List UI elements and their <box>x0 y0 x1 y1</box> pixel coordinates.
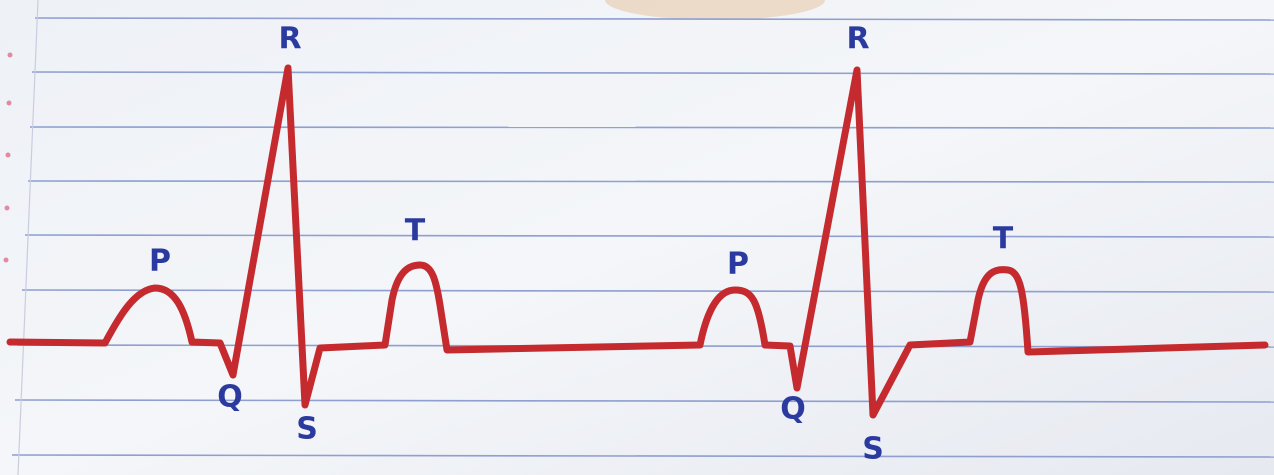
wave-label: T <box>405 214 426 249</box>
wave-label: P <box>149 244 171 279</box>
wave-label: Q <box>780 392 806 427</box>
wave-label: S <box>296 412 318 447</box>
wave-label: R <box>278 22 301 57</box>
wave-label: Q <box>217 380 243 415</box>
wave-label: S <box>862 432 884 467</box>
wave-label: R <box>846 22 869 57</box>
paper <box>0 0 1274 475</box>
wave-label: T <box>993 222 1014 257</box>
wave-label: P <box>727 247 749 282</box>
ecg-drawing: P Q R S T P Q R S T <box>0 0 1274 475</box>
